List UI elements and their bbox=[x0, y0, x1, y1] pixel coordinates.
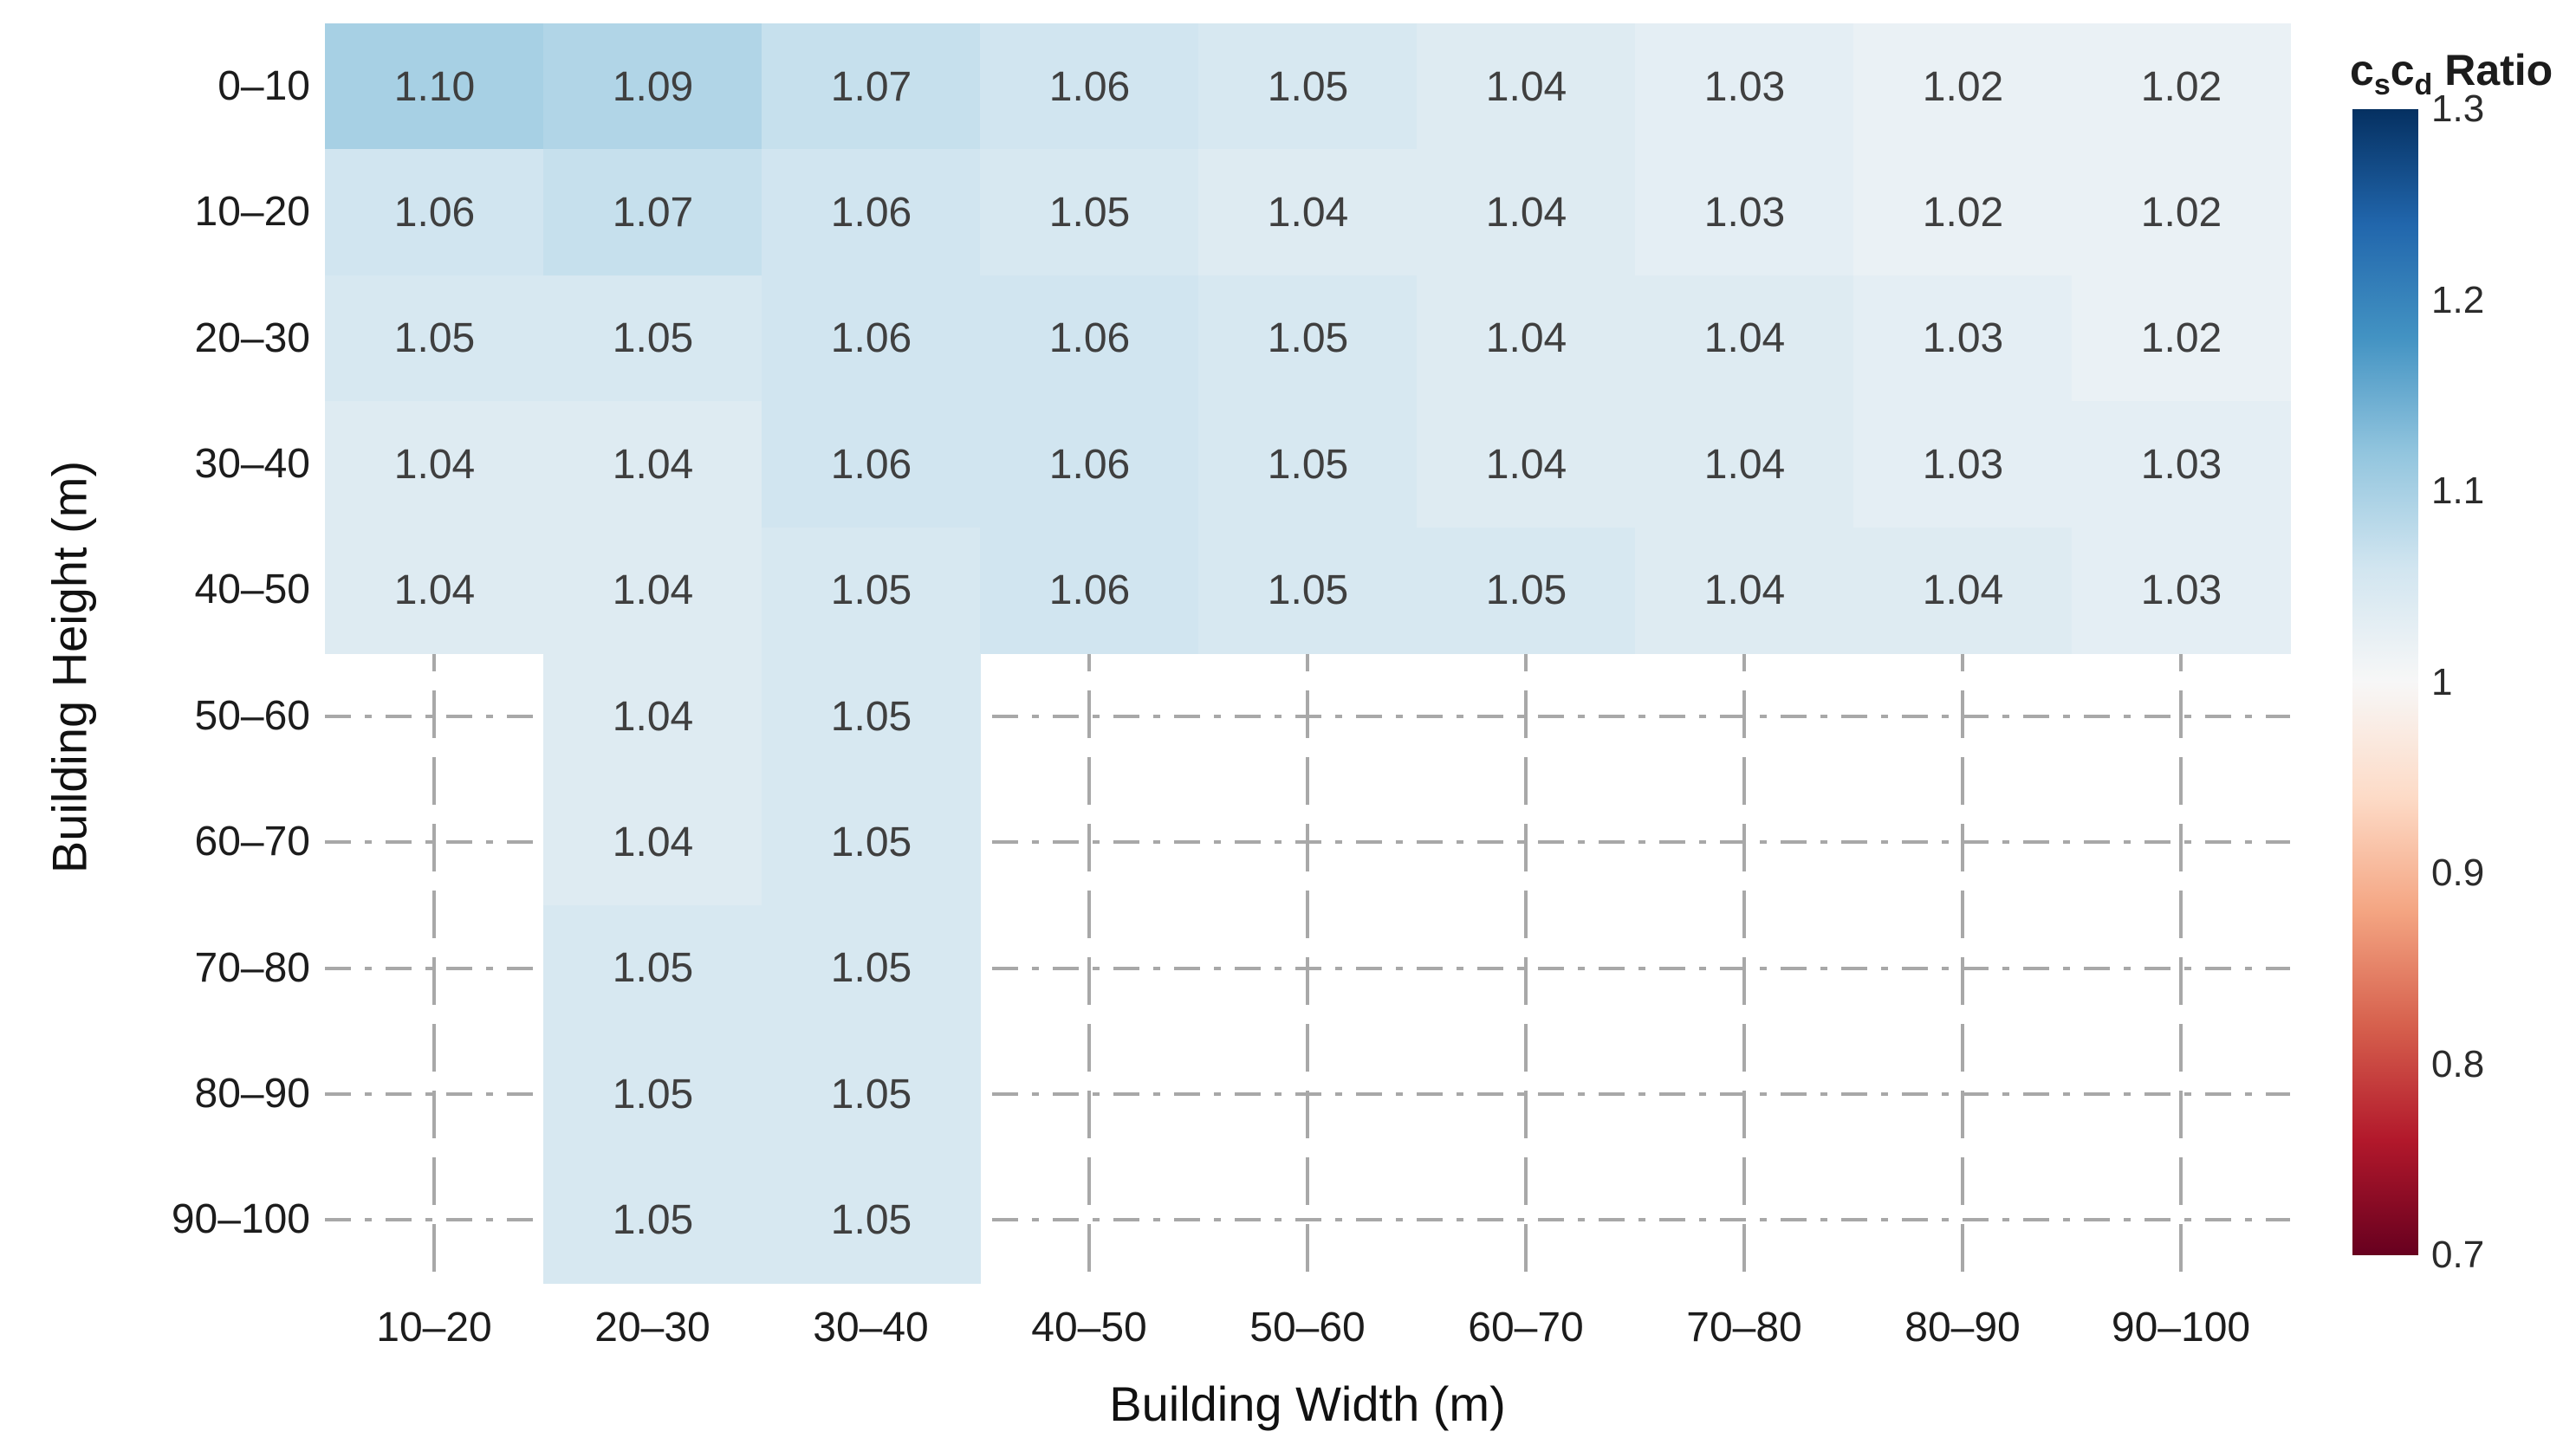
heatmap-cell: 1.04 bbox=[1417, 401, 1636, 528]
heatmap-cell: 1.05 bbox=[762, 1031, 981, 1158]
heatmap-cell: 1.03 bbox=[1853, 401, 2073, 528]
heatmap-cell: 1.10 bbox=[325, 23, 544, 151]
heatmap-cell: 1.06 bbox=[762, 149, 981, 276]
x-tick-label: 50–60 bbox=[1249, 1305, 1366, 1351]
heatmap-cell: 1.04 bbox=[543, 653, 762, 781]
heatmap-cell: 1.04 bbox=[1635, 401, 1854, 528]
heatmap-cell: 1.05 bbox=[1198, 275, 1418, 403]
colorbar-tick-label: 1.2 bbox=[2431, 278, 2485, 321]
heatmap-cell: 1.05 bbox=[762, 653, 981, 781]
heatmap-cell: 1.09 bbox=[543, 23, 762, 151]
colorbar-tick-label: 0.8 bbox=[2431, 1042, 2485, 1085]
heatmap-cell: 1.04 bbox=[1853, 527, 2073, 654]
colorbar-title-suffix: Ratio bbox=[2432, 46, 2553, 94]
heatmap-cell: 1.04 bbox=[1198, 149, 1418, 276]
y-tick-label: 40–50 bbox=[194, 567, 310, 613]
colorbar-gradient bbox=[2352, 109, 2418, 1255]
heatmap-cell: 1.04 bbox=[1635, 275, 1854, 403]
heatmap-cell: 1.06 bbox=[762, 275, 981, 403]
colorbar-title-sub1: s bbox=[2373, 68, 2391, 101]
heatmap-cell: 1.05 bbox=[762, 527, 981, 654]
heatmap-cell: 1.06 bbox=[762, 401, 981, 528]
y-tick-label: 0–10 bbox=[217, 62, 310, 109]
heatmap-cell: 1.04 bbox=[1417, 149, 1636, 276]
colorbar-title: cscd Ratio bbox=[2350, 45, 2553, 102]
heatmap-cell: 1.02 bbox=[2072, 23, 2291, 151]
heatmap-cell: 1.05 bbox=[543, 1156, 762, 1284]
heatmap-cell: 1.05 bbox=[1198, 527, 1418, 654]
colorbar-tick-label: 1.1 bbox=[2431, 470, 2485, 512]
heatmap-cell: 1.03 bbox=[2072, 527, 2291, 654]
heatmap-cell: 1.02 bbox=[2072, 275, 2291, 403]
colorbar-tick-label: 0.9 bbox=[2431, 852, 2485, 894]
y-tick-label: 10–20 bbox=[194, 189, 310, 236]
y-tick-label: 30–40 bbox=[194, 440, 310, 487]
heatmap-cell: 1.03 bbox=[1635, 149, 1854, 276]
heatmap-cell: 1.06 bbox=[980, 23, 1199, 151]
x-axis-title: Building Width (m) bbox=[1109, 1377, 1506, 1431]
colorbar-title-sub2: d bbox=[2414, 68, 2433, 101]
heatmap-cell: 1.03 bbox=[1635, 23, 1854, 151]
colorbar-tick-label: 0.7 bbox=[2431, 1234, 2485, 1276]
heatmap-cell: 1.05 bbox=[543, 904, 762, 1033]
heatmap-cell: 1.05 bbox=[325, 275, 544, 403]
y-tick-label: 70–80 bbox=[194, 944, 310, 991]
heatmap-cell: 1.05 bbox=[762, 779, 981, 906]
x-tick-label: 90–100 bbox=[2111, 1305, 2251, 1351]
heatmap-cell: 1.04 bbox=[1417, 275, 1636, 403]
heatmap-cell: 1.04 bbox=[325, 401, 544, 528]
y-tick-label: 20–30 bbox=[194, 314, 310, 361]
x-tick-label: 70–80 bbox=[1686, 1305, 1802, 1351]
x-tick-label: 80–90 bbox=[1904, 1305, 2021, 1351]
plot-area: 1.10 1.09 1.07 1.06 1.05 1.04 1.03 1.02 1.02 1.06… bbox=[325, 23, 2291, 1284]
heatmap-cell: 1.04 bbox=[543, 401, 762, 528]
heatmap-cell: 1.02 bbox=[1853, 23, 2073, 151]
heatmap-cell: 1.05 bbox=[1198, 401, 1418, 528]
heatmap-cell: 1.04 bbox=[1417, 23, 1636, 151]
heatmap-cell: 1.06 bbox=[980, 527, 1199, 654]
y-tick-label: 50–60 bbox=[194, 692, 310, 739]
x-tick-label: 20–30 bbox=[594, 1305, 711, 1351]
colorbar-title-c2: c bbox=[2390, 46, 2415, 94]
heatmap-cell: 1.04 bbox=[543, 527, 762, 654]
heatmap-cell: 1.05 bbox=[762, 1156, 981, 1284]
heatmap-cell: 1.04 bbox=[1635, 527, 1854, 654]
y-axis-title: Building Height (m) bbox=[42, 460, 97, 874]
x-tick-label: 60–70 bbox=[1468, 1305, 1584, 1351]
heatmap-cell: 1.06 bbox=[980, 275, 1199, 403]
heatmap-cell: 1.07 bbox=[543, 149, 762, 276]
heatmap-cell: 1.05 bbox=[1417, 527, 1636, 654]
heatmap-cell: 1.02 bbox=[1853, 149, 2073, 276]
y-tick-label: 90–100 bbox=[171, 1196, 310, 1243]
heatmap-cell: 1.06 bbox=[980, 401, 1199, 528]
x-tick-label: 30–40 bbox=[813, 1305, 929, 1351]
heatmap-cell: 1.05 bbox=[762, 904, 981, 1033]
heatmap-cell: 1.06 bbox=[325, 149, 544, 276]
heatmap-cell: 1.05 bbox=[980, 149, 1199, 276]
heatmap-cell: 1.03 bbox=[2072, 401, 2291, 528]
heatmap-cell: 1.04 bbox=[325, 527, 544, 654]
heatmap-cell: 1.05 bbox=[543, 275, 762, 403]
colorbar-tick-label: 1.3 bbox=[2431, 87, 2485, 130]
x-tick-label: 40–50 bbox=[1031, 1305, 1147, 1351]
heatmap-cell: 1.05 bbox=[1198, 23, 1418, 151]
y-tick-label: 80–90 bbox=[194, 1070, 310, 1117]
heatmap-cell: 1.02 bbox=[2072, 149, 2291, 276]
x-tick-label: 10–20 bbox=[376, 1305, 492, 1351]
y-tick-label: 60–70 bbox=[194, 819, 310, 865]
heatmap-cell: 1.04 bbox=[543, 779, 762, 906]
colorbar-title-c1: c bbox=[2350, 46, 2374, 94]
colorbar-tick-label: 1 bbox=[2431, 660, 2453, 703]
heatmap-cell: 1.05 bbox=[543, 1031, 762, 1158]
heatmap-cell: 1.07 bbox=[762, 23, 981, 151]
heatmap-cell: 1.03 bbox=[1853, 275, 2073, 403]
